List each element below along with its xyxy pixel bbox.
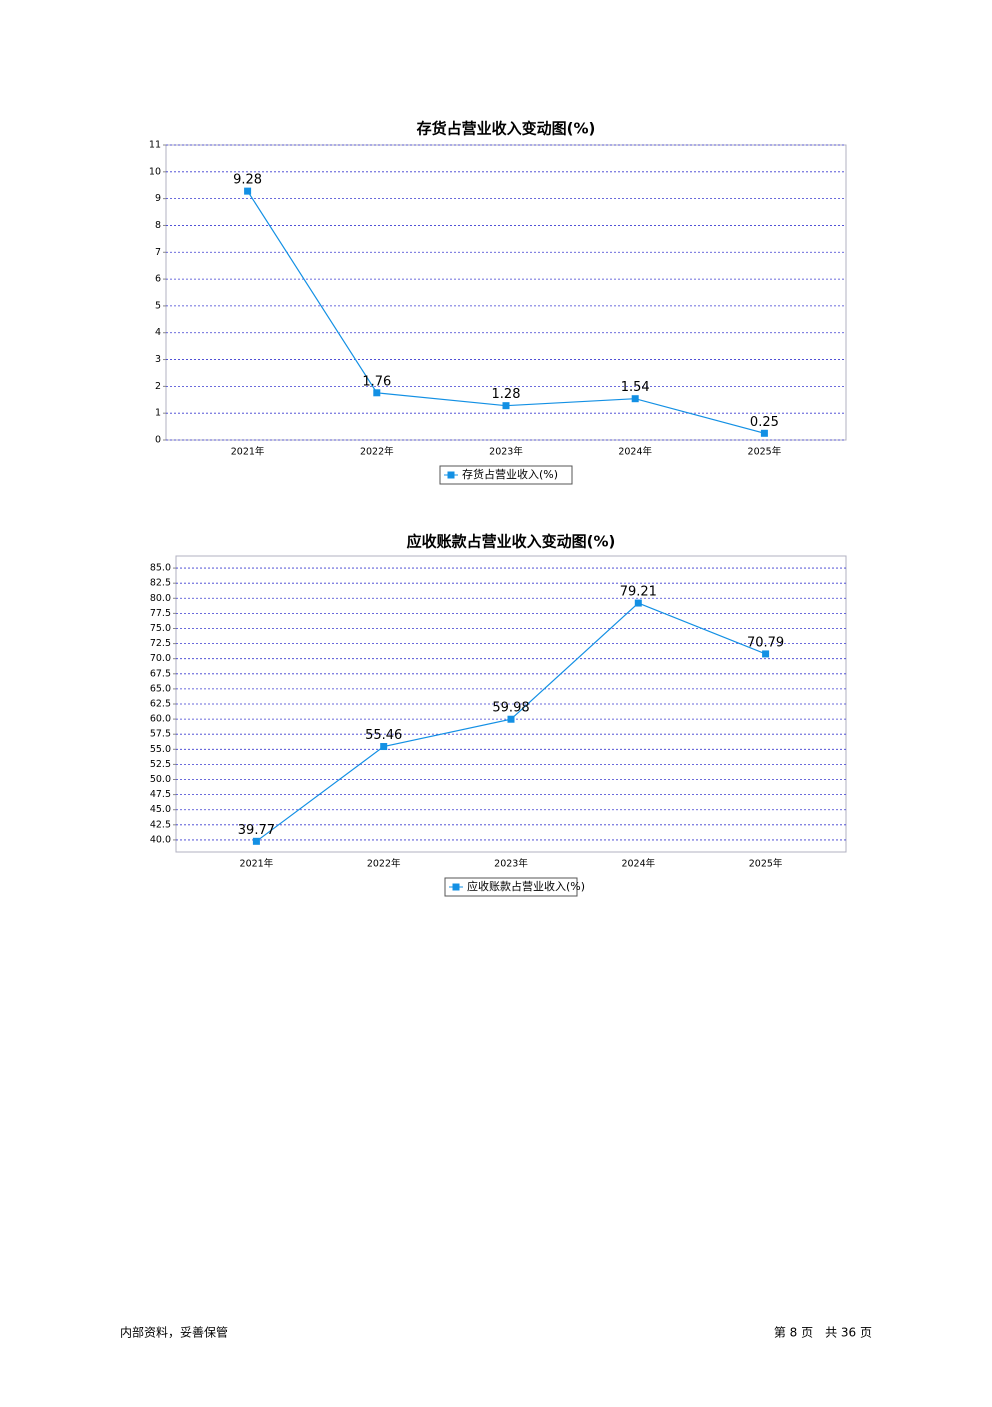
data-point — [380, 743, 388, 751]
data-label: 79.21 — [620, 585, 657, 600]
data-point — [760, 429, 768, 437]
y-tick-label: 1 — [155, 408, 161, 419]
data-label: 1.28 — [492, 387, 521, 402]
x-tick-label: 2025年 — [748, 446, 782, 458]
y-tick-label: 77.5 — [150, 608, 171, 619]
legend-box — [439, 465, 573, 485]
y-tick-label: 9 — [155, 193, 161, 204]
y-tick-label: 3 — [155, 354, 161, 365]
x-tick-label: 2025年 — [749, 858, 783, 870]
x-tick-label: 2023年 — [489, 446, 523, 458]
y-tick-label: 50.0 — [150, 774, 171, 785]
legend-label: 存货占营业收入(%) — [462, 467, 558, 481]
data-point — [762, 650, 770, 658]
x-tick-label: 2023年 — [494, 858, 528, 870]
y-tick-label: 2 — [155, 381, 161, 392]
y-tick-label: 5 — [155, 300, 161, 311]
y-tick-label: 75.0 — [150, 623, 171, 634]
data-label: 59.98 — [492, 701, 529, 716]
y-tick-label: 40.0 — [150, 834, 171, 845]
y-tick-label: 7 — [155, 247, 161, 258]
x-tick-label: 2021年 — [240, 858, 274, 870]
legend-box — [444, 877, 578, 897]
plot-area — [175, 555, 847, 853]
y-tick-label: 70.0 — [150, 653, 171, 664]
y-tick-label: 6 — [155, 274, 161, 285]
y-tick-label: 80.0 — [150, 593, 171, 604]
y-tick-label: 45.0 — [150, 804, 171, 815]
chart-title: 应收账款占营业收入变动图(%) — [407, 533, 616, 551]
data-label: 70.79 — [747, 635, 784, 650]
y-tick-label: 55.0 — [150, 744, 171, 755]
y-tick-label: 65.0 — [150, 683, 171, 694]
data-point — [252, 837, 260, 845]
data-label: 39.77 — [238, 823, 275, 838]
legend-marker — [452, 883, 460, 891]
data-point — [373, 389, 381, 397]
data-point — [507, 715, 515, 723]
y-tick-label: 8 — [155, 220, 161, 231]
data-label: 9.28 — [233, 173, 262, 188]
y-tick-label: 60.0 — [150, 714, 171, 725]
y-tick-label: 57.5 — [150, 729, 171, 740]
data-point — [244, 187, 252, 195]
data-label: 55.46 — [365, 728, 402, 743]
data-label: 0.25 — [750, 415, 779, 430]
legend-marker — [447, 471, 455, 479]
y-tick-label: 52.5 — [150, 759, 171, 770]
footer-left: 内部资料，妥善保管 — [120, 1325, 228, 1340]
y-tick-label: 4 — [155, 327, 161, 338]
y-tick-label: 67.5 — [150, 668, 171, 679]
data-point — [634, 599, 642, 607]
x-tick-label: 2022年 — [360, 446, 394, 458]
y-tick-label: 85.0 — [150, 563, 171, 574]
y-tick-label: 0 — [155, 435, 161, 446]
x-tick-label: 2024年 — [618, 446, 652, 458]
plot-area — [165, 144, 847, 441]
x-tick-label: 2024年 — [621, 858, 655, 870]
data-point — [502, 402, 510, 410]
y-tick-label: 47.5 — [150, 789, 171, 800]
y-tick-label: 62.5 — [150, 699, 171, 710]
y-tick-label: 42.5 — [150, 819, 171, 830]
x-tick-label: 2021年 — [231, 446, 265, 458]
data-point — [631, 395, 639, 403]
footer-page: 第 8 页 共 36 页 — [774, 1326, 872, 1340]
y-tick-label: 72.5 — [150, 638, 171, 649]
data-label: 1.76 — [362, 374, 391, 389]
chart-title: 存货占营业收入变动图(%) — [417, 120, 596, 138]
y-tick-label: 11 — [149, 140, 161, 151]
data-label: 1.54 — [621, 380, 650, 395]
y-tick-label: 82.5 — [150, 578, 171, 589]
x-tick-label: 2022年 — [367, 858, 401, 870]
y-tick-label: 10 — [149, 166, 161, 177]
legend-label: 应收账款占营业收入(%) — [467, 879, 585, 893]
